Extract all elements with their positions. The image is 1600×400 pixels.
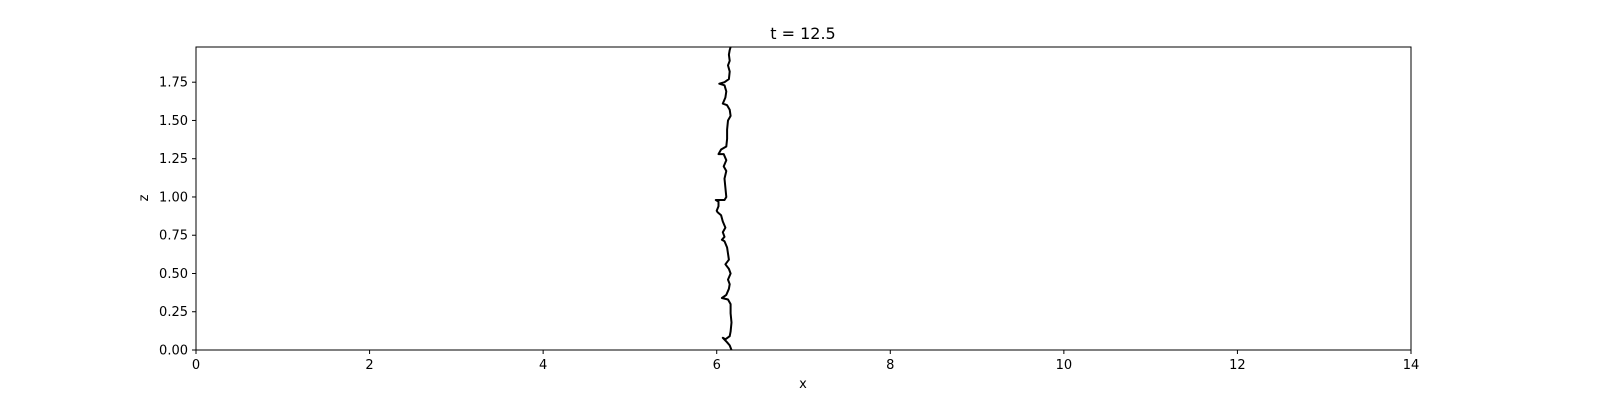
y-tick-label: 0.75 xyxy=(159,229,188,244)
chart-title: t = 12.5 xyxy=(770,24,835,43)
x-axis-label: x xyxy=(799,377,807,392)
x-tick-label: 8 xyxy=(886,358,894,373)
plot-frame xyxy=(195,46,1412,351)
y-tick-label: 1.50 xyxy=(159,114,188,129)
x-tick-label: 14 xyxy=(1403,358,1420,373)
y-tick-label: 1.75 xyxy=(159,76,188,91)
y-tick-label: 0.00 xyxy=(159,344,188,359)
x-tick-label: 0 xyxy=(192,358,200,373)
y-tick-label: 1.00 xyxy=(159,190,188,205)
y-axis-label: z xyxy=(137,194,152,201)
x-axis: 0 2 4 6 8 10 12 14 xyxy=(192,350,1419,373)
y-tick-label: 1.25 xyxy=(159,152,188,167)
x-tick-label: 10 xyxy=(1056,358,1073,373)
x-tick-label: 4 xyxy=(539,358,547,373)
y-tick-label: 0.50 xyxy=(159,267,188,282)
x-tick-label: 6 xyxy=(713,358,721,373)
x-tick-label: 12 xyxy=(1229,358,1246,373)
y-axis: 0.00 0.25 0.50 0.75 1.00 1.25 1.50 1.75 xyxy=(159,76,196,359)
x-tick-label: 2 xyxy=(365,358,373,373)
series-line xyxy=(714,46,733,351)
y-tick-label: 0.25 xyxy=(159,305,188,320)
plot-area xyxy=(195,46,1412,351)
